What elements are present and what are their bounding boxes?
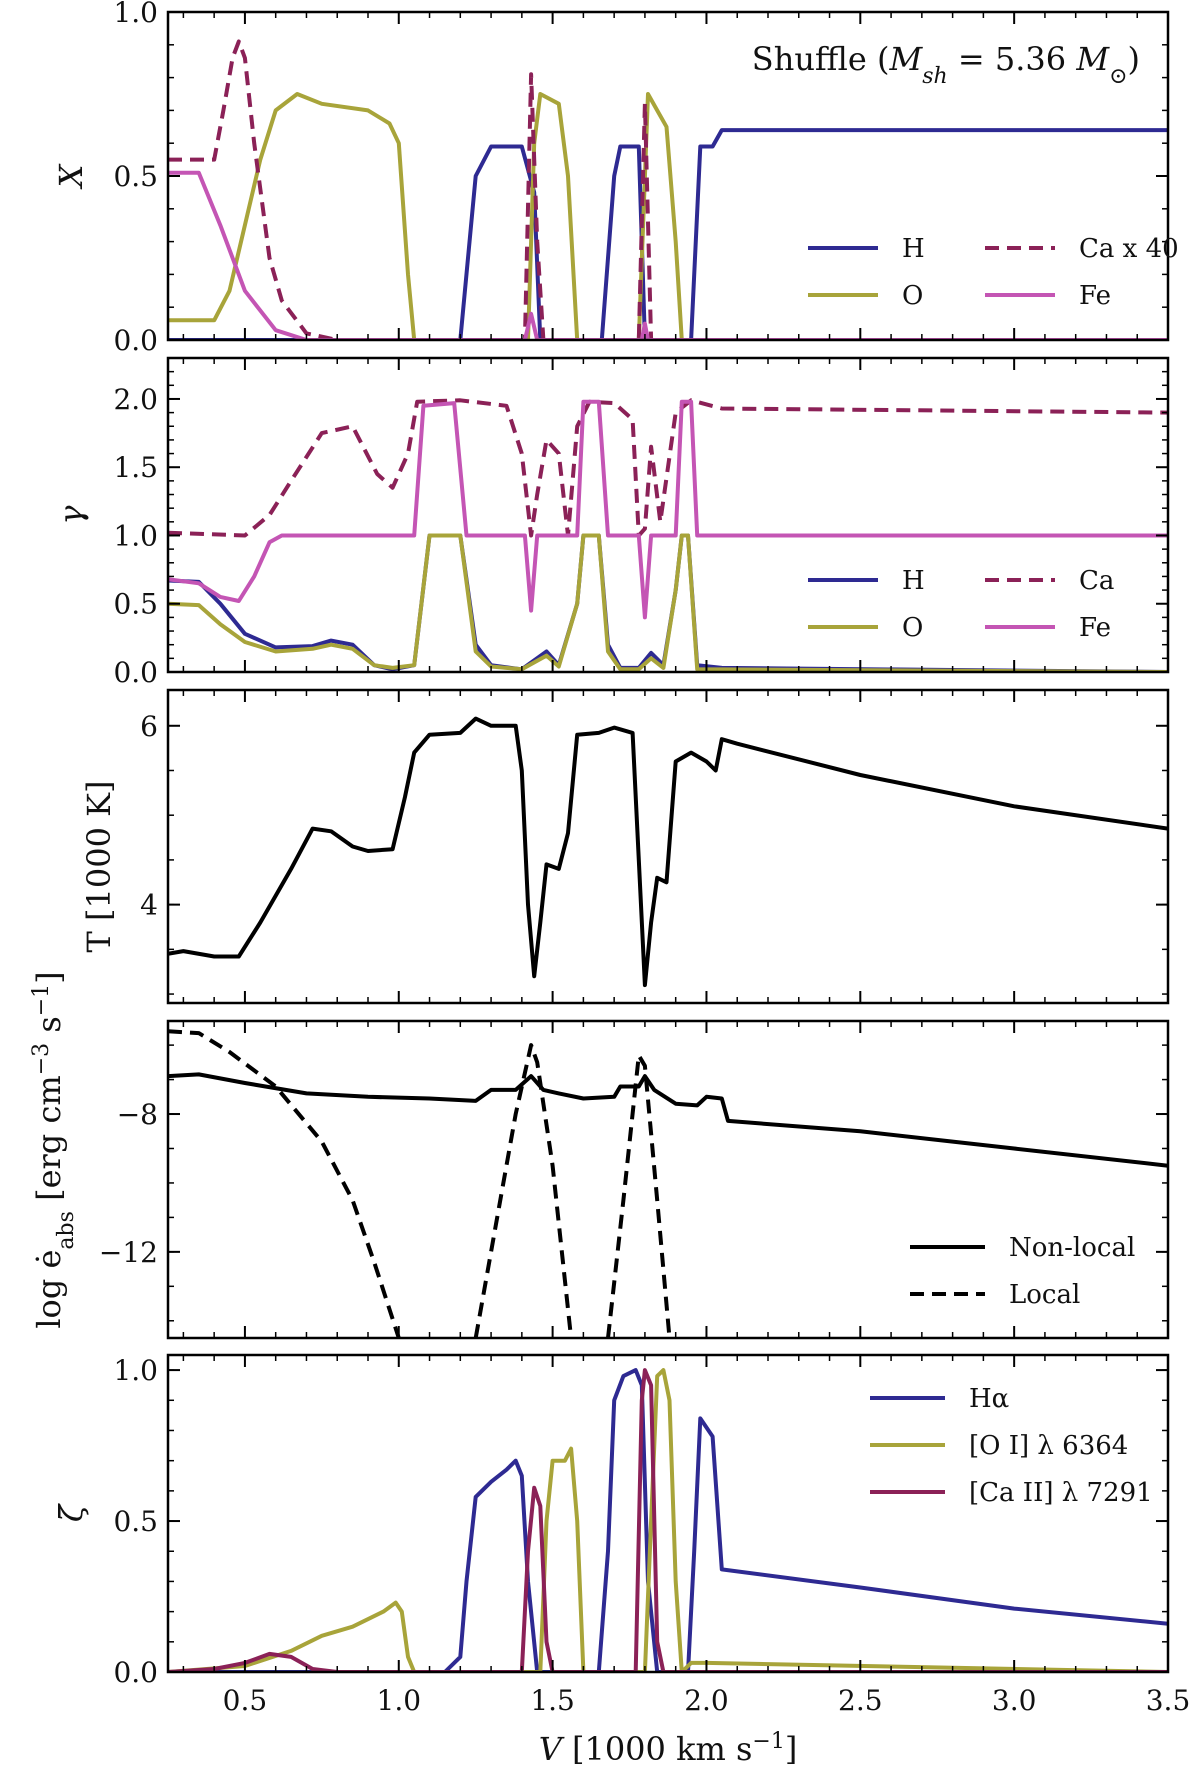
x-tick-label: 1.0 [377, 1684, 422, 1717]
series-line-gamma-fe [168, 399, 1168, 620]
series-line-zeta--o-i-6364 [168, 1368, 1168, 1672]
series-group [168, 39, 1168, 340]
panel-zeta: 0.0 0.5 1.0 ζ̄ Hα [O I] λ 6364 [Ca II] λ 7291 [52, 1353, 1170, 1689]
y-tick-label: 1.0 [113, 0, 158, 29]
series-line-edot-local [168, 1029, 401, 1338]
x-tick-label: 1.5 [530, 1684, 575, 1717]
y-tick-label: −12 [99, 1236, 158, 1269]
legend-label: O [902, 281, 923, 311]
legend-label: H [902, 566, 925, 596]
panel-frame [166, 688, 1170, 1005]
series-line-T-segment-0 [168, 716, 1168, 988]
y-axis-title: γ [52, 505, 90, 525]
x-axis-title: V [1000 km s−1] [539, 1729, 798, 1769]
legend-label: Non-local [1009, 1233, 1135, 1263]
panel-gamma: 0.0 0.5 1.0 1.5 2.0 γ H Ca O Fe [52, 356, 1170, 689]
legend-label: Fe [1079, 613, 1111, 643]
y-tick-label: 0.0 [113, 656, 158, 689]
legend: Hα [O I] λ 6364 [Ca II] λ 7291 [870, 1384, 1153, 1508]
legend-label: O [902, 613, 923, 643]
legend-label: [O I] λ 6364 [969, 1431, 1128, 1461]
series-line-X-h [168, 128, 1168, 340]
legend: H Ca x 40 O Fe [808, 234, 1179, 311]
y-tick-label: 1.0 [113, 1354, 158, 1387]
x-tick-label: 0.5 [223, 1684, 268, 1717]
y-tick-label: 0.5 [113, 160, 158, 193]
legend-label: Hα [969, 1384, 1009, 1414]
panel-title: Shuffle (Msh = 5.36 M⊙) [752, 40, 1140, 89]
y-axis-title: log ėabs [erg cm−3 s−1] [29, 971, 79, 1328]
series-line-gamma-o [168, 533, 1168, 672]
series-line-edot-segment-3 [606, 1053, 672, 1338]
y-tick-label: 1.0 [113, 519, 158, 552]
series-line-zeta--ca-ii-7291 [168, 1368, 1168, 1672]
legend-label: Ca [1079, 566, 1114, 596]
y-axis-title: ζ̄ [52, 1503, 90, 1522]
y-tick-label: 0.5 [113, 1505, 158, 1538]
panel-frame [166, 1353, 1170, 1674]
series-group [168, 1368, 1168, 1672]
legend-label: [Ca II] λ 7291 [969, 1478, 1153, 1508]
series-group [168, 1029, 1168, 1338]
x-tick-label: 3.0 [992, 1684, 1037, 1717]
y-tick-label: 1.5 [113, 451, 158, 484]
x-tick-label: 2.5 [838, 1684, 883, 1717]
series-line-edot-segment-2 [473, 1043, 574, 1338]
series-line-X-ca-x-40 [168, 39, 1168, 340]
y-tick-label: 0.0 [113, 1656, 158, 1689]
x-tick-label: 3.5 [1146, 1684, 1191, 1717]
y-tick-label: 4 [140, 889, 158, 922]
series-group [168, 716, 1168, 988]
y-tick-label: 0.0 [113, 324, 158, 357]
y-tick-label: 2.0 [113, 383, 158, 416]
legend-label: Ca x 40 [1079, 234, 1179, 264]
panel-edot: −8 −12 log ėabs [erg cm−3 s−1] Non-local Loc… [29, 971, 1170, 1340]
y-axis-title: X [52, 163, 90, 190]
panel-T: 4 6 T [1000 K] [80, 688, 1170, 1005]
series-line-X-o [168, 92, 1168, 340]
legend: Non-local Local [910, 1233, 1135, 1310]
legend-label: Local [1009, 1280, 1080, 1310]
y-tick-label: 6 [140, 710, 158, 743]
legend: H Ca O Fe [808, 566, 1114, 643]
panel-frame [166, 356, 1170, 674]
panel-X: 0.0 0.5 1.0 X Shuffle (Msh = 5.36 M⊙) H Ca x 4… [52, 0, 1179, 357]
series-line-X-fe [168, 170, 1168, 340]
y-tick-label: 0.5 [113, 588, 158, 621]
legend-label: Fe [1079, 281, 1111, 311]
panel-frame [166, 1019, 1170, 1340]
legend-label: H [902, 234, 925, 264]
series-line-zeta-h- [168, 1368, 1168, 1672]
y-axis-title: T [1000 K] [80, 781, 118, 953]
x-tick-label: 2.0 [684, 1684, 729, 1717]
series-group [168, 398, 1168, 672]
series-line-gamma-ca [168, 398, 1168, 538]
y-tick-label: −8 [117, 1098, 158, 1131]
series-line-edot-non-local [168, 1072, 1168, 1168]
